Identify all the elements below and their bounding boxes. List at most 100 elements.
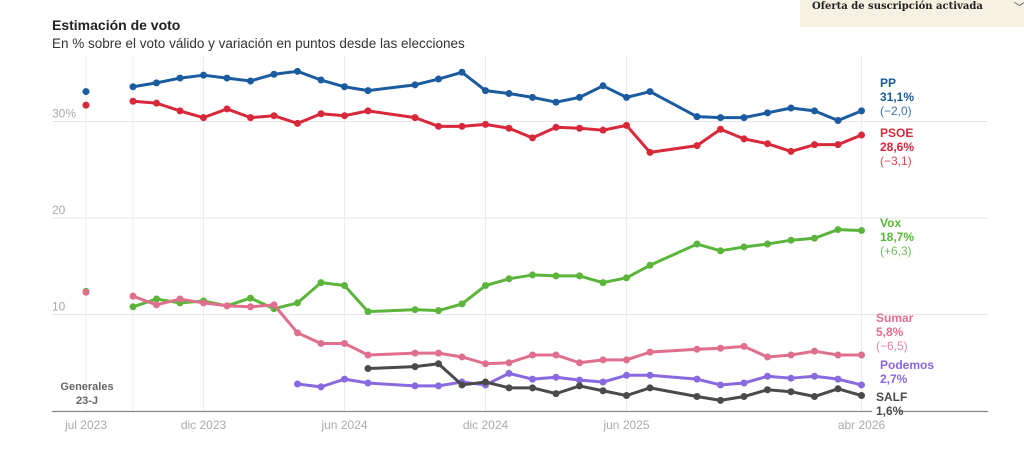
pp-point — [317, 76, 325, 84]
chevron-down-icon[interactable]: ﹀ — [1014, 1, 1024, 14]
x-tick-label: dic 2023 — [181, 418, 227, 432]
pp-legend-change: (−2,0) — [880, 104, 912, 118]
psoe-legend-change: (−3,1) — [880, 154, 912, 168]
psoe-point — [223, 105, 231, 113]
psoe-point — [787, 147, 795, 155]
psoe-line — [132, 99, 863, 154]
vox-line — [132, 228, 862, 314]
pp-point — [529, 93, 536, 101]
podemos-point — [341, 375, 348, 383]
pp-point — [552, 98, 560, 106]
salf-point — [435, 360, 442, 368]
pp-point — [834, 117, 842, 125]
psoe-legend-name: PSOE — [880, 126, 913, 140]
psoe-point — [482, 120, 489, 128]
psoe-point — [858, 131, 865, 139]
sumar-point — [693, 345, 701, 353]
vox-point — [129, 303, 137, 311]
salf-point — [646, 384, 654, 392]
x-tick-label: abr 2026 — [838, 418, 886, 432]
vox-point — [576, 272, 583, 280]
podemos-point — [435, 382, 442, 390]
podemos-point — [411, 382, 419, 390]
salf-point — [411, 363, 419, 371]
podemos-point — [317, 383, 325, 391]
pp-point — [693, 113, 701, 121]
podemos-point — [787, 374, 795, 382]
sumar-point — [270, 301, 278, 309]
psoe-point — [458, 122, 466, 130]
pp-point — [599, 82, 607, 90]
pp-point — [576, 93, 583, 101]
psoe-point — [364, 107, 372, 115]
psoe-point — [834, 141, 842, 149]
vox-point — [552, 272, 560, 280]
psoe-point — [341, 112, 348, 120]
sumar-point — [740, 342, 748, 350]
pp-point — [435, 75, 442, 83]
vox-point — [294, 299, 301, 307]
vox-point — [247, 294, 254, 302]
sumar-point — [529, 351, 536, 359]
podemos-point — [717, 381, 724, 389]
podemos-point — [294, 380, 301, 388]
podemos-point — [646, 371, 654, 379]
vox-legend-name: Vox — [880, 216, 901, 230]
pp-point — [787, 104, 795, 112]
podemos-point — [505, 369, 513, 377]
vox-point — [646, 261, 654, 269]
x-tick-label: jun 2025 — [602, 418, 649, 432]
salf-point — [482, 378, 489, 386]
pp-line — [132, 69, 863, 123]
sumar-point — [811, 347, 818, 355]
psoe-point — [153, 99, 160, 107]
x-tick-label: jul 2023 — [64, 418, 107, 432]
salf-point — [717, 396, 724, 404]
podemos-point — [764, 372, 771, 380]
salf-point — [599, 387, 607, 395]
vox-point — [599, 279, 607, 287]
pp-point — [176, 74, 184, 82]
vox-legend-change: (+6,3) — [880, 244, 912, 258]
vox-point — [811, 234, 818, 242]
pp-point — [623, 93, 630, 101]
pp-point — [505, 90, 513, 98]
sumar-point — [411, 349, 419, 357]
pp-legend-name: PP — [880, 76, 896, 90]
vox-point — [364, 308, 372, 316]
salf-legend-value: 1,6% — [876, 404, 904, 418]
salf-point — [693, 393, 701, 401]
podemos-point — [858, 381, 865, 389]
psoe-point — [576, 124, 583, 132]
podemos-point — [576, 376, 583, 384]
psoe-point — [200, 114, 207, 122]
vox-point — [764, 240, 771, 248]
sumar-point — [129, 292, 137, 300]
salf-point — [552, 390, 560, 398]
sumar-point — [294, 329, 301, 337]
pp-point — [411, 81, 419, 89]
sumar-point — [717, 344, 724, 352]
vox-point — [834, 226, 842, 234]
psoe-point — [717, 125, 724, 133]
sumar-point — [505, 359, 513, 367]
sumar-point — [223, 302, 231, 310]
y-tick-label: 10 — [52, 300, 66, 314]
psoe-election-point — [82, 101, 90, 109]
sumar-point — [764, 353, 771, 361]
pp-point — [270, 70, 278, 78]
salf-point — [623, 392, 630, 400]
vox-point — [317, 279, 325, 287]
sumar-point — [623, 356, 630, 364]
pp-legend-value: 31,1% — [880, 90, 914, 104]
psoe-point — [176, 107, 184, 115]
vox-point — [435, 307, 442, 315]
psoe-point — [129, 97, 137, 105]
chart-title: Estimación de voto — [52, 17, 181, 33]
sumar-point — [599, 356, 607, 364]
salf-legend-name: SALF — [876, 390, 907, 404]
x-tick-label: jun 2024 — [320, 418, 367, 432]
subscription-banner[interactable]: Oferta de suscripción activada ﹀ — [800, 0, 1024, 27]
psoe-point — [693, 142, 701, 150]
vox-point — [341, 282, 348, 290]
